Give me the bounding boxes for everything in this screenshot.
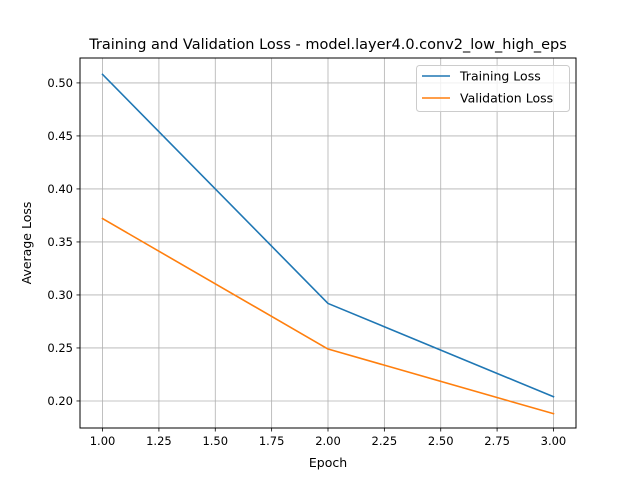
x-axis-label: Epoch [309,455,347,470]
series-line-validation-loss [101,217,555,415]
chart-title: Training and Validation Loss - model.lay… [88,37,567,53]
legend-label-validation-loss: Validation Loss [460,91,553,106]
x-tick-label: 1.75 [259,434,285,448]
series-lines [101,73,555,415]
x-tick-label: 3.00 [541,434,567,448]
legend-box [416,65,570,112]
x-tick-label: 2.50 [428,434,454,448]
y-tick-label: 0.30 [47,288,73,302]
y-tick-label: 0.50 [47,76,73,90]
y-tick-label: 0.20 [47,394,73,408]
axis-ticks: 1.00 1.25 1.50 1.75 2.00 2.25 2.50 2.75 3.00 0.20… [47,76,566,448]
grid [80,58,576,428]
x-tick-label: 2.00 [315,434,341,448]
x-tick-label: 1.25 [146,434,172,448]
legend-label-training-loss: Training Loss [459,69,541,84]
y-tick-label: 0.25 [47,341,73,355]
x-tick-label: 2.25 [372,434,398,448]
series-line-training-loss [101,73,555,398]
x-tick-label: 2.75 [484,434,510,448]
y-tick-label: 0.35 [47,235,73,249]
y-axis-label: Average Loss [19,202,34,285]
x-tick-label: 1.50 [202,434,228,448]
legend: Training Loss Validation Loss [416,65,570,112]
y-tick-label: 0.45 [47,129,73,143]
y-tick-label: 0.40 [47,182,73,196]
x-tick-label: 1.00 [90,434,116,448]
